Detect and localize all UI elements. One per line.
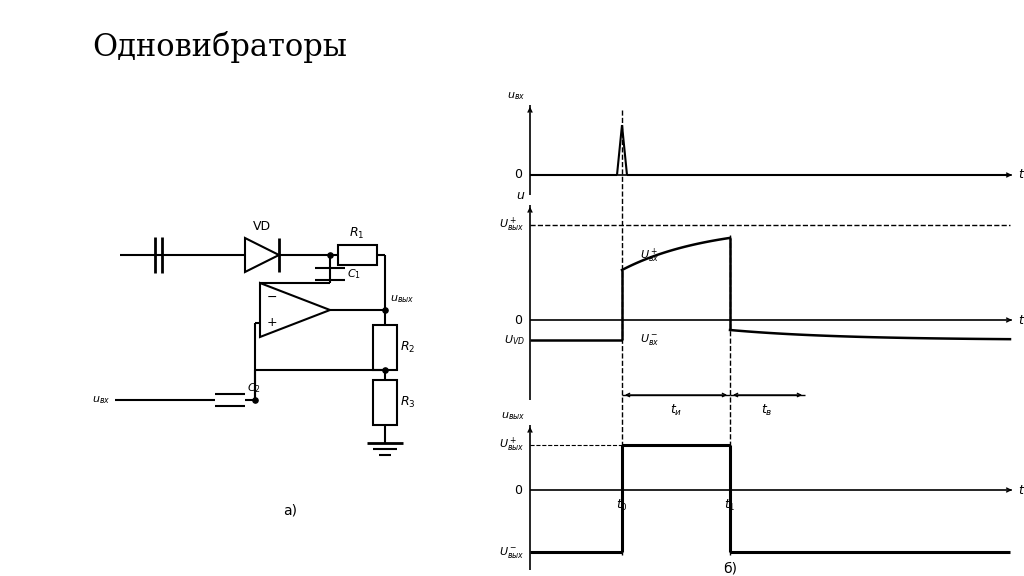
Text: б): б) [723,561,737,575]
Text: $U^-_{вых}$: $U^-_{вых}$ [500,544,525,559]
Text: $C_2$: $C_2$ [247,381,261,395]
Text: 0: 0 [514,483,522,497]
Text: 0: 0 [514,313,522,327]
Text: −: − [266,290,278,304]
Text: а): а) [283,503,297,517]
Text: VD: VD [253,220,271,233]
Text: $R_3$: $R_3$ [400,395,416,410]
Text: $t$: $t$ [1018,313,1024,327]
Text: +: + [266,316,278,329]
Text: $U^+_{вх}$: $U^+_{вх}$ [640,247,659,265]
Text: $C_1$: $C_1$ [347,267,361,281]
Text: Одновибраторы: Одновибраторы [92,31,347,63]
Text: $R_2$: $R_2$ [400,339,416,355]
Text: $t$: $t$ [1018,169,1024,181]
Text: $U^+_{вых}$: $U^+_{вых}$ [500,436,525,454]
Text: $u_{вх}$: $u_{вх}$ [507,90,525,102]
Bar [373,325,397,370]
Bar [373,380,397,425]
Text: $t_0$: $t_0$ [616,498,628,513]
Text: $t_и$: $t_и$ [670,403,682,418]
Polygon shape [245,238,279,272]
Bar [338,245,377,265]
Text: $t_1$: $t_1$ [724,498,736,513]
Text: $U_{VD}$: $U_{VD}$ [504,333,525,347]
Text: $t_в$: $t_в$ [761,403,773,418]
Text: $U^-_{вх}$: $U^-_{вх}$ [640,332,659,347]
Text: 0: 0 [514,169,522,181]
Text: $u_{вых}$: $u_{вых}$ [390,293,415,305]
Text: $R_1$: $R_1$ [349,226,365,241]
Text: $u_{вх}$: $u_{вх}$ [92,394,110,406]
Text: $t$: $t$ [1018,483,1024,497]
Text: $u$: $u$ [516,189,525,202]
Text: $u_{вых}$: $u_{вых}$ [501,410,525,422]
Text: $U^+_{вых}$: $U^+_{вых}$ [500,216,525,234]
